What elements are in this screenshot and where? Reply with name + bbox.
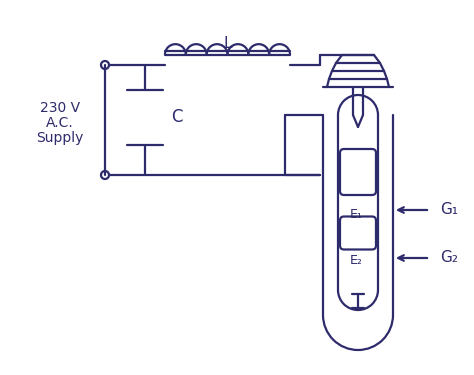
Text: 230 V: 230 V xyxy=(40,101,80,115)
Text: C: C xyxy=(171,108,183,126)
Text: Supply: Supply xyxy=(36,131,84,145)
Text: G₂: G₂ xyxy=(440,251,458,266)
Text: E₁: E₁ xyxy=(349,207,363,220)
Text: G₁: G₁ xyxy=(440,202,458,217)
Text: L: L xyxy=(223,36,232,51)
Text: A.C.: A.C. xyxy=(46,116,74,130)
Text: E₂: E₂ xyxy=(349,255,363,267)
